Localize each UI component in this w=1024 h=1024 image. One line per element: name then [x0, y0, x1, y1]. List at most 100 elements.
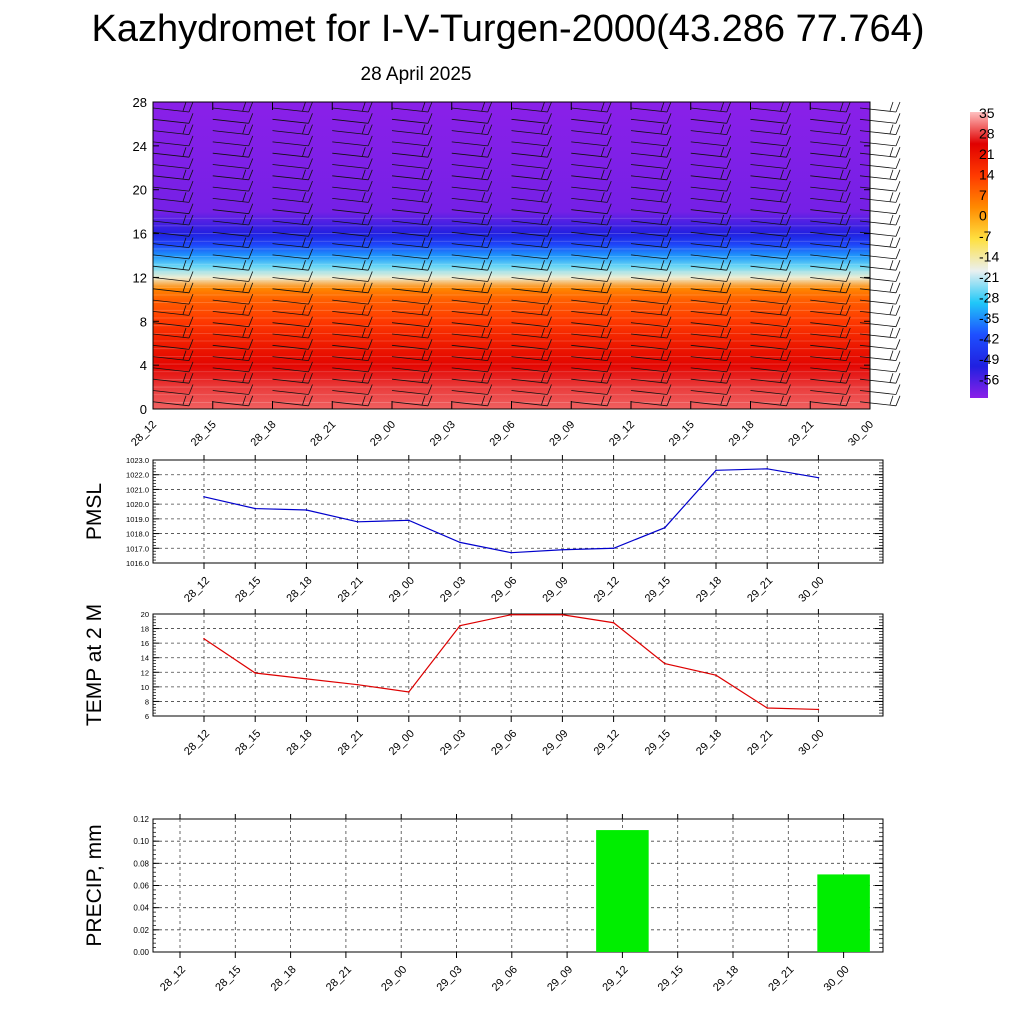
- wind-barb: [272, 101, 313, 113]
- y-tick-label: 1018.0: [126, 530, 149, 539]
- wind-barb: [391, 237, 433, 248]
- wind-barb: [272, 158, 313, 169]
- wind-barb: [571, 226, 612, 237]
- wind-barb: [272, 384, 313, 395]
- wind-barb: [391, 124, 433, 135]
- wind-barb: [859, 395, 901, 407]
- wind-barb: [511, 214, 552, 226]
- x-tick-label: 28_18: [269, 964, 299, 994]
- wind-barb: [451, 214, 493, 226]
- colorbar-bar: [970, 112, 988, 398]
- wind-barb: [152, 169, 194, 181]
- wind-barb: [750, 169, 791, 181]
- wind-barb: [212, 395, 254, 407]
- x-tick-label: 30_00: [822, 964, 852, 994]
- wind-barb: [810, 135, 851, 147]
- wind-barb: [272, 395, 313, 407]
- wind-barb: [332, 339, 373, 350]
- wind-barb: [630, 350, 672, 361]
- wind-barb: [212, 316, 254, 328]
- wind-barb: [571, 260, 612, 271]
- wind-barb: [810, 147, 851, 158]
- wind-barb: [391, 384, 433, 395]
- wind-barb: [212, 135, 254, 147]
- wind-barb: [750, 384, 791, 395]
- colorbar-label: 7: [979, 187, 987, 203]
- wind-barb: [750, 271, 791, 282]
- wind-barb: [810, 237, 851, 248]
- wind-barb: [332, 361, 373, 373]
- wind-barb: [750, 158, 791, 169]
- wind-barb: [630, 113, 672, 124]
- wind-barb: [571, 384, 612, 395]
- x-tick-label: 29_03: [438, 575, 468, 605]
- wind-barb: [212, 361, 254, 373]
- x-tick-label: 29_00: [387, 728, 417, 758]
- wind-barb: [451, 180, 493, 192]
- wind-barb: [511, 395, 552, 407]
- wind-barb: [272, 192, 313, 203]
- x-tick-label: 29_21: [766, 964, 796, 994]
- wind-barb: [332, 147, 373, 158]
- wind-barb: [690, 384, 732, 395]
- wind-barb: [391, 305, 433, 316]
- wind-barb: [451, 384, 493, 395]
- wind-barb: [332, 350, 373, 361]
- wind-barb: [810, 395, 851, 407]
- wind-barb: [332, 101, 373, 113]
- wind-barb: [272, 361, 313, 373]
- data-point: [408, 691, 410, 693]
- wind-barb: [690, 293, 732, 305]
- wind-barb: [810, 339, 851, 350]
- heatmap-y-tick-label: 16: [133, 227, 147, 242]
- heatmap-x-tick-label: 29_00: [368, 419, 398, 449]
- wind-barb: [332, 327, 373, 339]
- wind-barb: [859, 180, 901, 192]
- data-point: [817, 476, 820, 479]
- y-tick-label: 0.10: [133, 837, 149, 846]
- wind-barb: [391, 158, 433, 169]
- data-point: [356, 521, 359, 523]
- y-tick-label: 20: [141, 610, 149, 619]
- wind-barb: [810, 214, 851, 226]
- wind-barb: [451, 373, 493, 384]
- y-axis-label: PMSL: [83, 483, 106, 540]
- wind-barb: [451, 361, 493, 373]
- wind-barb: [571, 158, 612, 169]
- wind-barb: [750, 339, 791, 350]
- wind-barb: [391, 361, 433, 373]
- wind-barb: [152, 101, 194, 113]
- wind-barb: [690, 214, 732, 226]
- wind-barb: [272, 339, 313, 350]
- wind-barb: [859, 169, 901, 181]
- precip-bar: [817, 874, 870, 952]
- wind-barb: [690, 226, 732, 237]
- data-point: [715, 674, 717, 676]
- wind-barb: [152, 147, 194, 158]
- wind-barb: [152, 248, 194, 260]
- x-tick-label: 29_15: [643, 728, 673, 758]
- wind-barb: [630, 135, 672, 147]
- wind-barb: [750, 192, 791, 203]
- wind-barb: [451, 147, 493, 158]
- wind-barb: [810, 226, 851, 237]
- wind-barb: [690, 169, 732, 181]
- wind-barb: [750, 282, 791, 294]
- wind-barb: [630, 327, 672, 339]
- wind-barb: [810, 327, 851, 339]
- wind-barb: [152, 180, 194, 192]
- wind-barb: [750, 327, 791, 339]
- wind-barb: [810, 282, 851, 294]
- wind-barb: [750, 350, 791, 361]
- wind-barb: [750, 395, 791, 407]
- wind-barb: [859, 248, 901, 260]
- wind-barb: [750, 124, 791, 135]
- wind-barb: [859, 203, 901, 215]
- wind-barb: [511, 135, 552, 147]
- wind-barb: [690, 339, 732, 350]
- wind-barb: [859, 327, 901, 339]
- data-point: [612, 621, 615, 624]
- heatmap-x-tick-label: 29_12: [607, 419, 637, 449]
- wind-barb: [332, 373, 373, 384]
